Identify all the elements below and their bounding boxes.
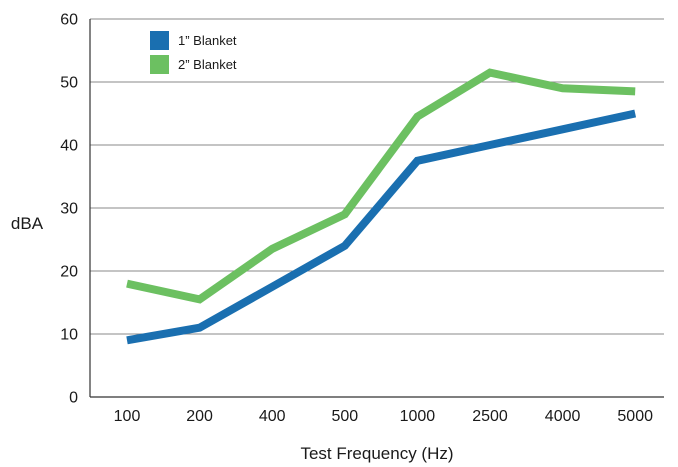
legend-label: 1” Blanket: [178, 33, 237, 48]
legend: 1” Blanket 2” Blanket: [150, 31, 237, 74]
x-tick-label: 1000: [400, 408, 436, 425]
axes: [89, 19, 664, 398]
y-tick-label: 20: [60, 264, 78, 281]
series-line-1: [126, 109, 637, 345]
x-tick-label: 5000: [617, 408, 653, 425]
y-tick-label: 60: [60, 12, 78, 29]
legend-label: 2” Blanket: [178, 57, 237, 72]
x-tick-label: 200: [186, 408, 213, 425]
y-tick-label: 40: [60, 138, 78, 155]
x-tick-label: 400: [259, 408, 286, 425]
y-tick-label: 30: [60, 201, 78, 218]
y-tick-label: 0: [69, 390, 78, 407]
y-axis-ticks: 0 10 20 30 40 50 60: [60, 12, 78, 407]
y-tick-label: 10: [60, 327, 78, 344]
legend-swatch: [150, 55, 169, 74]
x-tick-label: 2500: [472, 408, 508, 425]
series-lines: [126, 68, 637, 345]
series-line-2: [126, 68, 636, 304]
x-axis-ticks: 100 200 400 500 1000 2500 4000 5000: [114, 408, 653, 425]
x-tick-label: 500: [331, 408, 358, 425]
x-axis-label: Test Frequency (Hz): [300, 444, 453, 463]
legend-swatch: [150, 31, 169, 50]
x-tick-label: 100: [114, 408, 141, 425]
y-axis-label: dBA: [11, 214, 44, 233]
x-tick-label: 4000: [545, 408, 581, 425]
y-tick-label: 50: [60, 75, 78, 92]
